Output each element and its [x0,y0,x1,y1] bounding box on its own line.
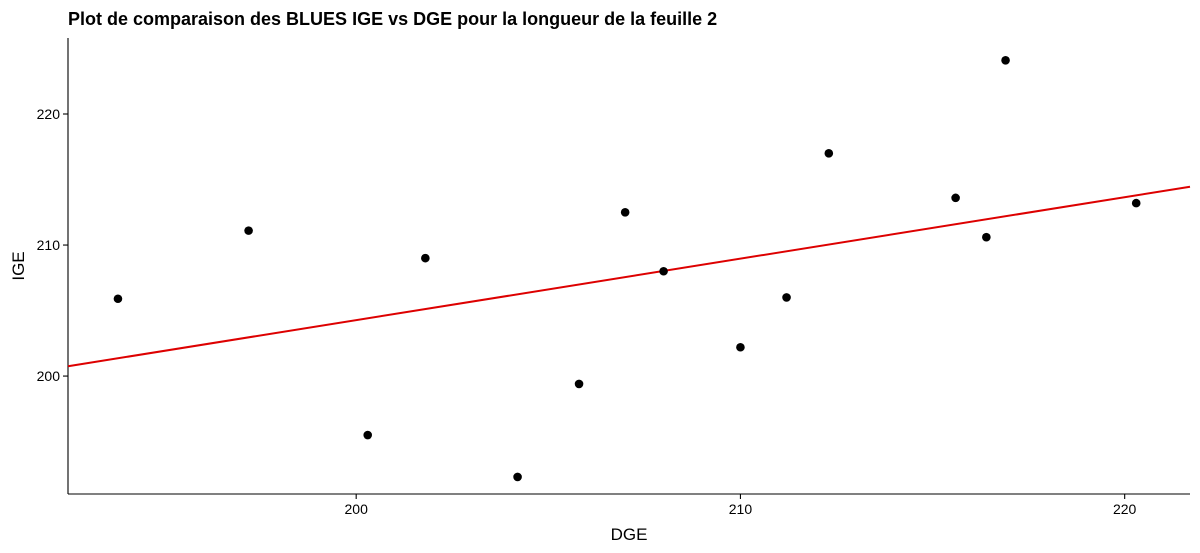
x-ticks: 200 210 220 [345,494,1137,517]
data-point [620,207,630,217]
y-ticks: 200 210 220 [37,106,68,384]
points-layer [113,55,1141,482]
chart-title: Plot de comparaison des BLUES IGE vs DGE… [68,9,717,29]
data-point [244,226,253,235]
fit-line-layer [67,185,1191,368]
x-tick-label: 210 [729,501,753,517]
data-point [363,430,373,440]
data-point [951,193,960,203]
data-point [982,232,991,242]
y-tick-label: 200 [37,368,61,384]
y-axis-title: IGE [9,251,28,280]
data-point [824,149,834,158]
data-point [113,294,123,304]
y-tick-label: 210 [37,237,61,253]
x-tick-label: 200 [345,501,369,517]
data-point [421,253,430,263]
data-point [659,266,668,276]
data-point [782,293,791,302]
axes [67,38,1190,495]
x-axis-title: DGE [611,525,648,544]
y-tick-label: 220 [37,106,61,122]
data-point [1001,55,1010,65]
data-point [736,342,745,352]
data-point [513,472,522,482]
data-point [574,379,584,389]
x-tick-label: 220 [1113,501,1137,517]
regression-line [67,185,1191,368]
data-point [1131,198,1141,208]
